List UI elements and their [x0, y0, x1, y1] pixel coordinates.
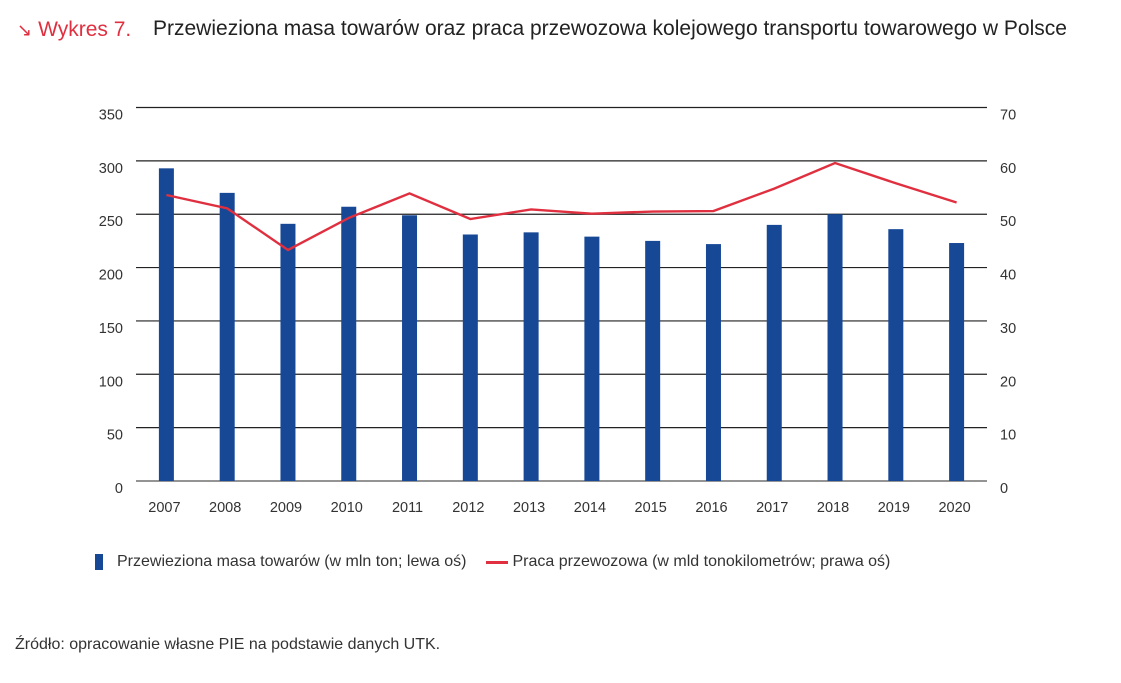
right-tick-label: 0	[1000, 481, 1008, 497]
figure-number: Wykres 7.	[38, 18, 132, 41]
bar	[219, 192, 235, 481]
x-tick-label: 2019	[878, 500, 910, 516]
chart-title: Przewieziona masa towarów oraz praca prz…	[153, 17, 1067, 40]
gridlines	[136, 106, 987, 482]
left-tick-label: 50	[107, 428, 123, 444]
legend-label-line: Praca przewozowa (w mld tonokilometrów; …	[512, 553, 891, 570]
right-tick-label: 20	[1000, 374, 1016, 390]
arrow-down-right-icon: ↘	[17, 20, 33, 40]
x-tick-label: 2013	[513, 500, 545, 516]
left-tick-label: 300	[99, 161, 123, 177]
left-tick-label: 350	[99, 108, 123, 124]
bar	[158, 168, 174, 481]
left-axis-ticks: 0 50 100 150 200 250 300 350	[99, 108, 123, 498]
x-tick-label: 2010	[331, 500, 363, 516]
x-tick-label: 2015	[635, 500, 667, 516]
x-tick-label: 2009	[270, 500, 302, 516]
bar	[523, 232, 539, 481]
x-tick-label: 2016	[695, 500, 727, 516]
x-tick-label: 2011	[392, 500, 423, 516]
right-tick-label: 60	[1000, 161, 1016, 177]
bar	[402, 215, 418, 481]
x-tick-label: 2014	[574, 500, 606, 516]
left-tick-label: 200	[99, 268, 123, 284]
x-tick-label: 2012	[452, 500, 484, 516]
legend-item-bar: Przewieziona masa towarów (w mln ton; le…	[95, 553, 466, 571]
bar	[766, 224, 782, 481]
bar	[705, 244, 721, 481]
x-tick-label: 2008	[209, 500, 241, 516]
line-path	[166, 161, 957, 252]
x-tick-label: 2018	[817, 500, 849, 516]
left-tick-label: 250	[99, 214, 123, 230]
bar	[280, 223, 296, 481]
right-tick-label: 30	[1000, 321, 1016, 337]
bar	[888, 229, 904, 481]
bar-series	[158, 168, 965, 481]
legend: Przewieziona masa towarów (w mln ton; le…	[95, 553, 910, 571]
line-series	[166, 161, 957, 252]
x-tick-label: 2017	[756, 500, 788, 516]
bar	[827, 214, 843, 481]
right-tick-label: 70	[1000, 108, 1016, 124]
bar	[949, 243, 965, 481]
right-tick-label: 50	[1000, 214, 1016, 230]
legend-label-bar: Przewieziona masa towarów (w mln ton; le…	[117, 553, 467, 570]
right-tick-label: 40	[1000, 268, 1016, 284]
right-tick-label: 10	[1000, 428, 1016, 444]
bar	[584, 236, 600, 481]
bar	[341, 206, 357, 481]
legend-item-line: Praca przewozowa (w mld tonokilometrów; …	[486, 553, 890, 571]
x-tick-label: 2020	[938, 500, 970, 516]
left-tick-label: 100	[99, 374, 123, 390]
left-tick-label: 150	[99, 321, 123, 337]
legend-swatch-line	[486, 560, 509, 564]
figure-label: ↘ Wykres 7.	[17, 18, 131, 42]
left-tick-label: 0	[115, 481, 123, 497]
right-axis-ticks: 0 10 20 30 40 50 60 70	[1000, 108, 1016, 498]
bar	[462, 234, 478, 481]
x-tick-label: 2007	[148, 500, 180, 516]
legend-swatch-bar	[95, 554, 103, 570]
x-axis-ticks: 2007 2008 2009 2010 2011 2012 2013 2014 2015 2016…	[148, 500, 970, 516]
source-note: Źródło: opracowanie własne PIE na podsta…	[15, 636, 441, 653]
bar	[645, 240, 661, 481]
chart-plot: 0 50 100 150 200 250 300 350 0 10 20 30 40 50 60 70 20…	[99, 106, 1016, 516]
